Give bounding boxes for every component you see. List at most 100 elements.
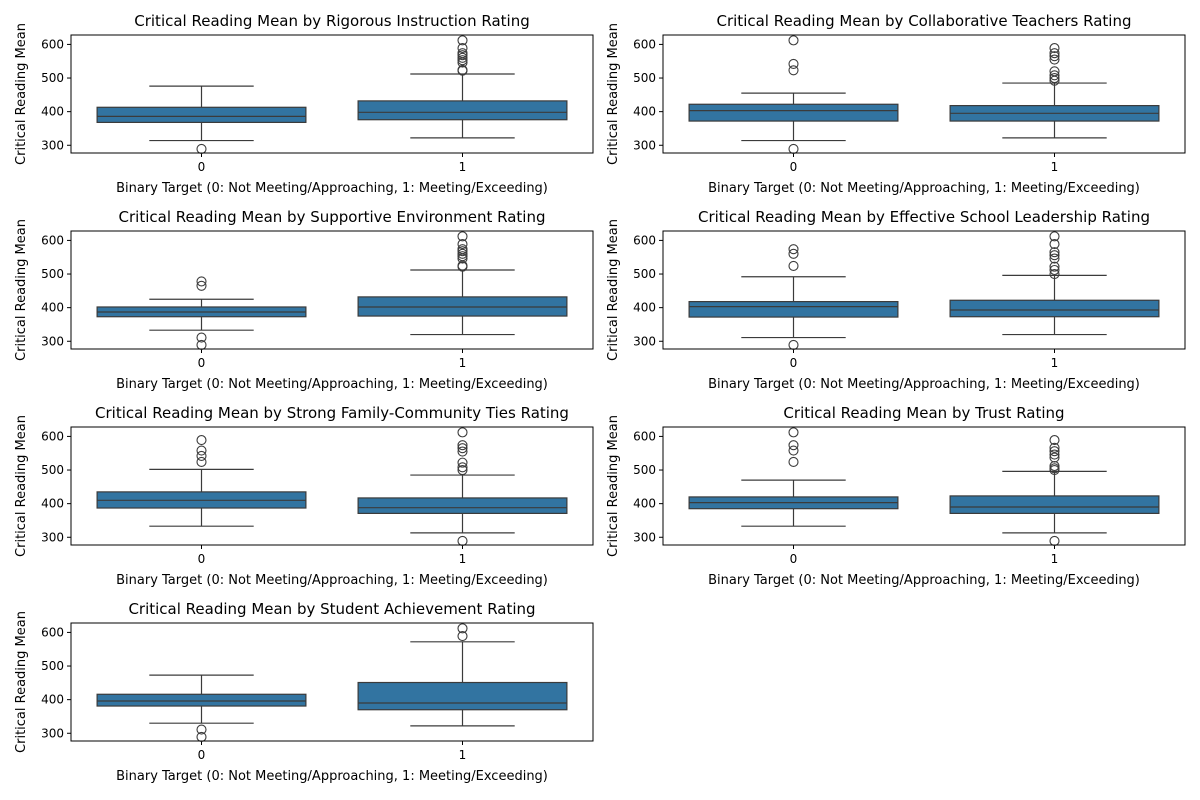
y-tick-label: 400 <box>633 497 656 511</box>
outlier-point <box>1049 70 1060 81</box>
y-axis-label: Critical Reading Mean <box>14 23 29 165</box>
outlier-point <box>196 143 207 155</box>
y-tick-label: 500 <box>41 71 64 85</box>
y-tick-label: 300 <box>633 138 656 152</box>
outlier-point <box>788 58 799 69</box>
outlier-point <box>1049 264 1060 276</box>
y-tick-label: 400 <box>41 105 64 119</box>
box-1 <box>357 231 568 336</box>
outlier-point <box>1049 72 1060 84</box>
chart-title: Critical Reading Mean by Strong Family-C… <box>95 404 569 422</box>
box-1 <box>949 231 1160 336</box>
x-tick-label: 0 <box>790 356 798 370</box>
y-tick-label: 400 <box>633 301 656 315</box>
chart-title: Critical Reading Mean by Trust Rating <box>783 404 1064 422</box>
axes-frame <box>70 230 594 350</box>
outlier-point <box>457 239 468 250</box>
subplot-5: Critical Reading Mean by Strong Family-C… <box>14 404 594 588</box>
axes-frame <box>662 426 1186 546</box>
outlier-point <box>1049 449 1060 460</box>
y-tick-label: 300 <box>41 334 64 348</box>
subplot-7: Critical Reading Mean by Student Achieve… <box>14 600 594 784</box>
box-0 <box>96 85 307 155</box>
outlier-point <box>457 48 468 59</box>
outlier-point <box>1049 442 1060 453</box>
outlier-point <box>1049 460 1060 472</box>
y-tick-label: 300 <box>41 138 64 152</box>
outlier-point <box>196 276 207 287</box>
y-tick-label: 600 <box>41 429 64 443</box>
outlier-point <box>457 55 468 66</box>
x-axis-label: Binary Target (0: Not Meeting/Approachin… <box>116 181 548 196</box>
box-0 <box>96 674 307 743</box>
outlier-point <box>457 623 468 634</box>
outlier-point <box>457 52 468 63</box>
outlier-point <box>457 631 468 642</box>
x-tick-label: 1 <box>1051 160 1059 174</box>
outlier-point <box>788 35 799 46</box>
outlier-point <box>1049 452 1060 463</box>
box-0 <box>688 35 899 155</box>
outlier-point <box>1049 48 1060 59</box>
outlier-point <box>1049 250 1060 261</box>
box-iqr <box>96 693 307 707</box>
x-tick-label: 1 <box>459 552 467 566</box>
box-0 <box>96 435 307 527</box>
outlier-point <box>196 724 207 735</box>
outlier-point <box>1049 51 1060 62</box>
subplot-2: Critical Reading Mean by Collaborative T… <box>606 12 1186 196</box>
outlier-point <box>788 440 799 451</box>
x-axis-label: Binary Target (0: Not Meeting/Approachin… <box>708 181 1140 196</box>
x-tick-label: 1 <box>1051 356 1059 370</box>
chart-title: Critical Reading Mean by Effective Schoo… <box>698 208 1150 226</box>
x-axis-label: Binary Target (0: Not Meeting/Approachin… <box>116 769 548 784</box>
outlier-point <box>788 445 799 456</box>
x-tick-label: 1 <box>459 356 467 370</box>
box-1 <box>949 43 1160 139</box>
outlier-point <box>457 251 468 262</box>
outlier-point <box>788 65 799 76</box>
outlier-point <box>457 248 468 259</box>
box-iqr <box>688 300 899 318</box>
x-tick-label: 1 <box>1051 552 1059 566</box>
outlier-point <box>1049 535 1060 547</box>
outlier-point <box>196 445 207 456</box>
x-tick-label: 1 <box>459 160 467 174</box>
outlier-point <box>788 260 799 272</box>
outlier-point <box>1049 66 1060 77</box>
y-axis-label: Critical Reading Mean <box>606 415 621 557</box>
y-tick-label: 300 <box>41 530 64 544</box>
outlier-point <box>788 427 799 438</box>
outlier-point <box>457 427 468 438</box>
chart-title: Critical Reading Mean by Collaborative T… <box>717 12 1132 30</box>
y-tick-label: 600 <box>633 429 656 443</box>
outlier-point <box>457 464 468 476</box>
outlier-point <box>1049 446 1060 457</box>
x-tick-label: 1 <box>459 748 467 762</box>
y-tick-label: 600 <box>633 233 656 247</box>
chart-title: Critical Reading Mean by Rigorous Instru… <box>134 12 530 30</box>
y-tick-label: 600 <box>633 37 656 51</box>
axes-frame <box>70 34 594 154</box>
x-axis-label: Binary Target (0: Not Meeting/Approachin… <box>708 573 1140 588</box>
outlier-point <box>788 143 799 155</box>
chart-title: Critical Reading Mean by Supportive Envi… <box>119 208 546 226</box>
x-tick-label: 0 <box>790 552 798 566</box>
outlier-point <box>457 440 468 451</box>
outlier-point <box>457 64 468 76</box>
outlier-point <box>1049 54 1060 65</box>
y-tick-label: 500 <box>633 463 656 477</box>
box-iqr <box>357 100 568 121</box>
y-tick-label: 400 <box>633 105 656 119</box>
y-tick-label: 500 <box>41 267 64 281</box>
y-axis-label: Critical Reading Mean <box>606 219 621 361</box>
box-1 <box>357 35 568 139</box>
y-axis-label: Critical Reading Mean <box>14 611 29 753</box>
axes-frame <box>662 34 1186 154</box>
outlier-point <box>788 456 799 468</box>
outlier-point <box>457 231 468 242</box>
x-axis-label: Binary Target (0: Not Meeting/Approachin… <box>708 377 1140 392</box>
box-iqr <box>949 299 1160 318</box>
box-1 <box>357 427 568 547</box>
outlier-point <box>457 244 468 255</box>
